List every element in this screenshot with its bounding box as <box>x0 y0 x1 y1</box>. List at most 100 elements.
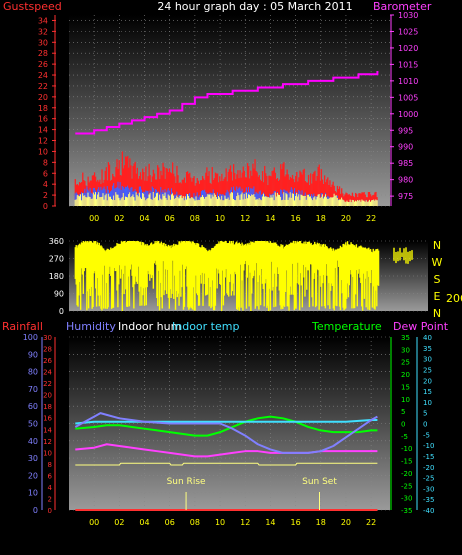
compass-label: W <box>432 256 443 269</box>
x-tick-label: 00 <box>89 214 99 223</box>
temp-tick-label: 10 <box>401 396 410 404</box>
left-tick-label: 10 <box>38 147 48 156</box>
temp-tick-label: 5 <box>401 408 405 416</box>
left-tick-label: 0 <box>43 202 48 211</box>
x-tick-label: 22 <box>366 518 376 527</box>
temp-tick-label: -30 <box>401 495 412 503</box>
current-direction: 206 <box>446 292 462 305</box>
x-tick-label: 18 <box>316 518 326 527</box>
x-tick-label: 06 <box>165 214 175 223</box>
dew-tick-label: 30 <box>423 356 432 364</box>
x-tick-label: 04 <box>139 214 149 223</box>
rain-tick-label: 26 <box>43 357 52 365</box>
left-tick-label: 18 <box>38 104 48 113</box>
right-tick-label: 1010 <box>398 77 418 86</box>
dew-point-label: Dew Point <box>393 320 449 333</box>
humidity-tick-label: 10 <box>28 489 38 498</box>
axes: 0102030405060708090100024681012141618202… <box>23 333 435 515</box>
dew-tick-label: 35 <box>423 345 432 353</box>
dew-tick-label: -20 <box>423 464 434 472</box>
barometer-label: Barometer <box>373 0 432 13</box>
temp-tick-label: -35 <box>401 507 412 515</box>
rain-tick-label: 0 <box>48 507 52 515</box>
x-tick-label: 22 <box>366 214 376 223</box>
x-tick-label: 16 <box>290 518 300 527</box>
series <box>74 241 413 311</box>
indoor-temp-label: Indoor temp <box>172 320 239 333</box>
temp-tick-label: -15 <box>401 458 412 466</box>
rain-tick-label: 6 <box>48 472 53 480</box>
right-tick-label: 1000 <box>398 110 418 119</box>
dew-tick-label: -35 <box>423 496 434 504</box>
dew-tick-label: -10 <box>423 442 434 450</box>
x-tick-label: 20 <box>341 214 351 223</box>
x-axis: 00 02 04 06 08 10 12 14 16 18 20 22 <box>89 518 376 527</box>
sun-markers: Sun Rise Sun Set <box>167 477 337 510</box>
dew-tick-label: -25 <box>423 475 434 483</box>
humidity-label: Humidity <box>66 320 116 333</box>
x-axis: 00 02 04 06 08 10 12 14 16 18 20 22 <box>89 214 376 223</box>
temp-tick-label: 15 <box>401 383 410 391</box>
left-tick-label: 270 <box>49 255 64 264</box>
x-tick-label: 14 <box>265 518 275 527</box>
left-tick-label: 8 <box>43 158 48 167</box>
temp-tick-label: 25 <box>401 359 410 367</box>
rain-tick-label: 4 <box>48 484 53 492</box>
series <box>74 412 378 511</box>
left-tick-label: 16 <box>38 115 48 124</box>
x-tick-label: 16 <box>290 214 300 223</box>
dew-tick-label: -40 <box>423 507 434 515</box>
x-tick-label: 06 <box>165 518 175 527</box>
temp-tick-label: -5 <box>401 433 408 441</box>
left-tick-label: 2 <box>43 191 48 200</box>
rain-tick-label: 24 <box>43 369 52 377</box>
humidity-line <box>74 412 378 454</box>
left-tick-label: 22 <box>38 82 48 91</box>
right-tick-label: 1015 <box>398 60 418 69</box>
right-tick-label: 1020 <box>398 44 418 53</box>
left-axis: 0 90 180 270 360 <box>49 237 64 316</box>
right-tick-label: 1025 <box>398 27 418 36</box>
dew-tick-label: 5 <box>423 410 427 418</box>
x-tick-label: 14 <box>265 214 275 223</box>
dew-tick-label: 0 <box>423 421 427 429</box>
temperature-label: Temperature <box>311 320 382 333</box>
left-tick-label: 28 <box>38 49 48 58</box>
humidity-tick-label: 100 <box>23 333 38 342</box>
temp-tick-label: -20 <box>401 470 412 478</box>
sun-set-label: Sun Set <box>302 477 337 487</box>
rain-tick-label: 10 <box>43 449 52 457</box>
left-tick-label: 34 <box>38 16 48 25</box>
right-tick-label: 980 <box>398 176 413 185</box>
series <box>74 70 379 206</box>
temp-tick-label: -25 <box>401 482 412 490</box>
humidity-tick-label: 60 <box>28 402 38 411</box>
left-tick-label: 6 <box>43 169 48 178</box>
x-tick-label: 10 <box>215 214 225 223</box>
right-tick-label: 1005 <box>398 93 418 102</box>
x-tick-label: 08 <box>190 518 200 527</box>
dew-tick-label: 25 <box>423 366 432 374</box>
x-tick-label: 20 <box>341 518 351 527</box>
rain-tick-label: 30 <box>43 334 52 342</box>
humidity-tick-label: 40 <box>28 437 38 446</box>
temp-tick-label: 35 <box>401 334 410 342</box>
x-tick-label: 12 <box>240 214 250 223</box>
x-tick-label: 18 <box>316 214 326 223</box>
indoor-hum-label: Indoor hum <box>118 320 181 333</box>
left-tick-label: 4 <box>43 180 48 189</box>
temp-tick-label: -10 <box>401 445 412 453</box>
rain-tick-label: 18 <box>43 403 52 411</box>
temp-tick-label: 0 <box>401 421 405 429</box>
gustspeed-label: Gustspeed <box>3 0 62 13</box>
rain-tick-label: 16 <box>43 415 52 423</box>
right-tick-label: 995 <box>398 126 413 135</box>
left-tick-label: 32 <box>38 27 48 36</box>
left-tick-label: 90 <box>54 290 64 299</box>
humidity-tick-label: 0 <box>33 506 38 515</box>
left-tick-label: 0 <box>59 307 64 316</box>
left-tick-label: 30 <box>38 38 48 47</box>
